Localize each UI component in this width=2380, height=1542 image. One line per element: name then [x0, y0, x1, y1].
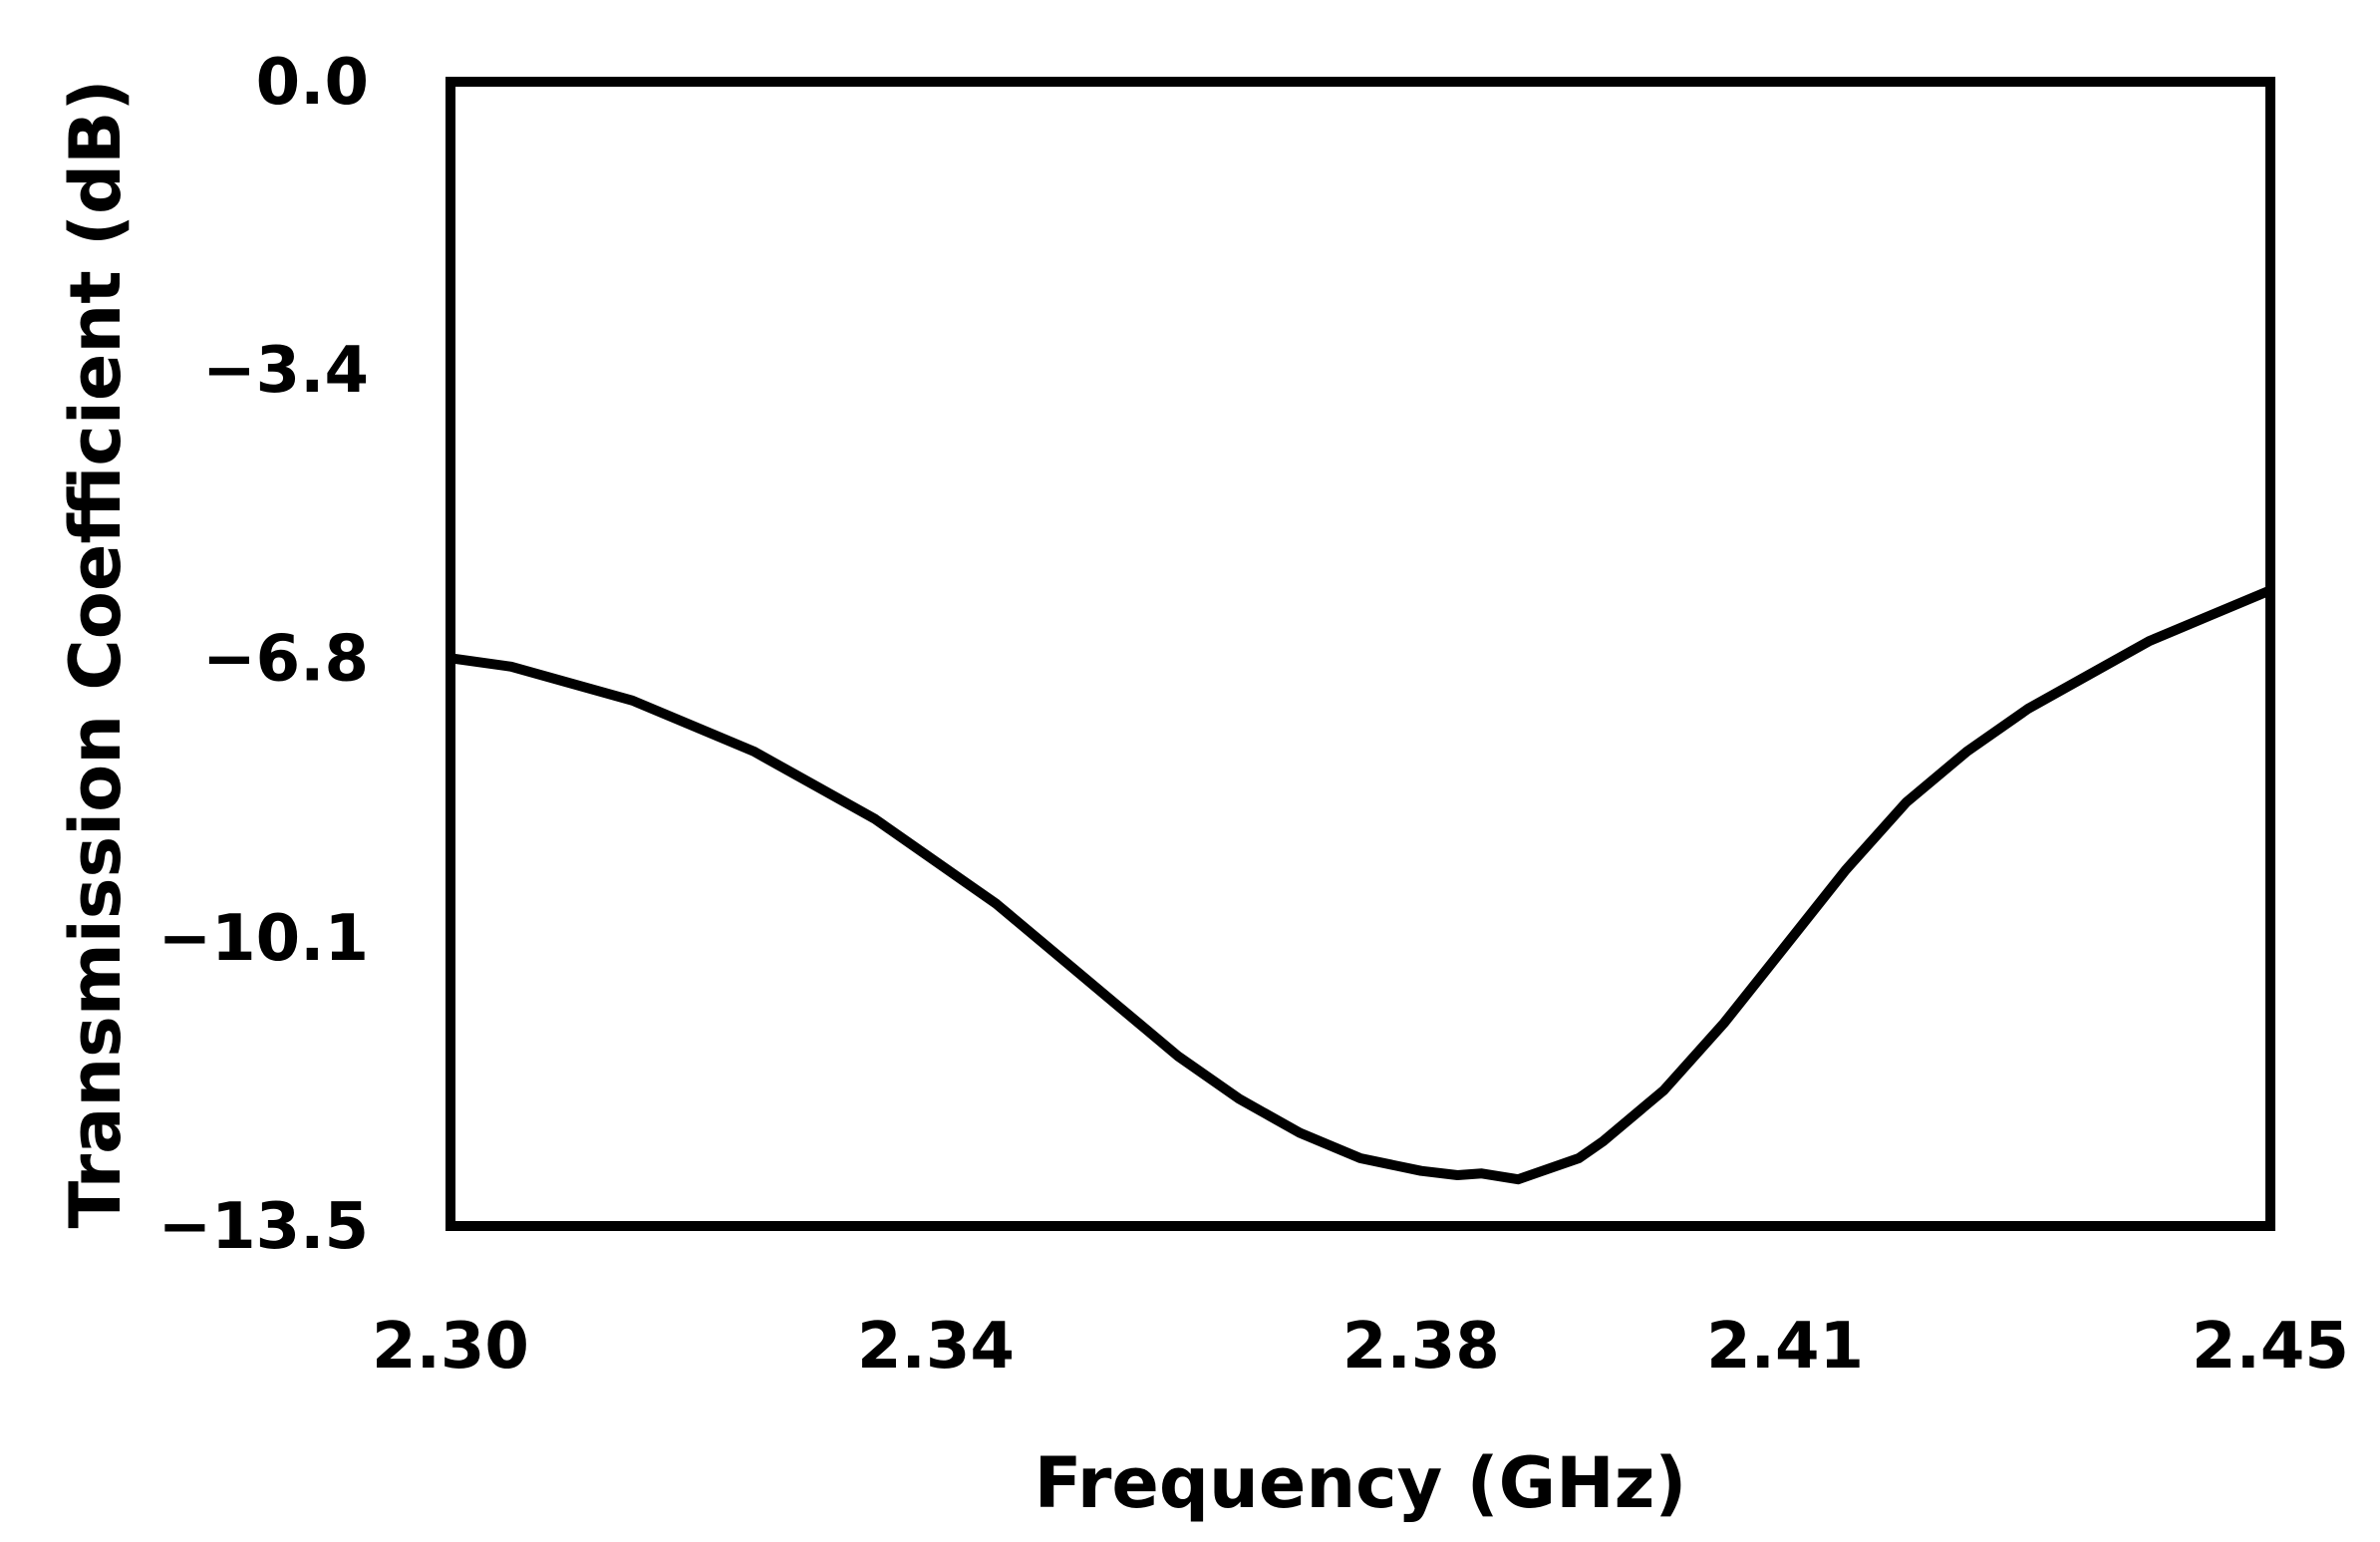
x-tick-label: 2.45	[2192, 1310, 2349, 1384]
y-tick-label: −3.4	[202, 334, 369, 408]
x-tick-labels: 2.30 2.34 2.38 2.41 2.45	[372, 1310, 2349, 1384]
x-tick-label: 2.34	[857, 1310, 1015, 1384]
x-tick-label: 2.41	[1706, 1310, 1864, 1384]
y-tick-label: 0.0	[256, 46, 369, 120]
y-tick-labels: 0.0 −3.4 −6.8 −10.1 −13.5	[157, 46, 369, 1264]
y-tick-label: −6.8	[202, 622, 369, 696]
y-tick-label: −10.1	[157, 902, 369, 976]
plot-area-frame	[446, 77, 2275, 1231]
x-tick-label: 2.38	[1342, 1310, 1500, 1384]
y-axis-title: Transmission Coefficient (dB)	[55, 80, 137, 1229]
transmission-curve	[446, 585, 2275, 1185]
x-axis-title: Frequency (GHz)	[1035, 1442, 1687, 1524]
y-tick-label: −13.5	[157, 1190, 369, 1264]
x-tick-label: 2.30	[372, 1310, 529, 1384]
